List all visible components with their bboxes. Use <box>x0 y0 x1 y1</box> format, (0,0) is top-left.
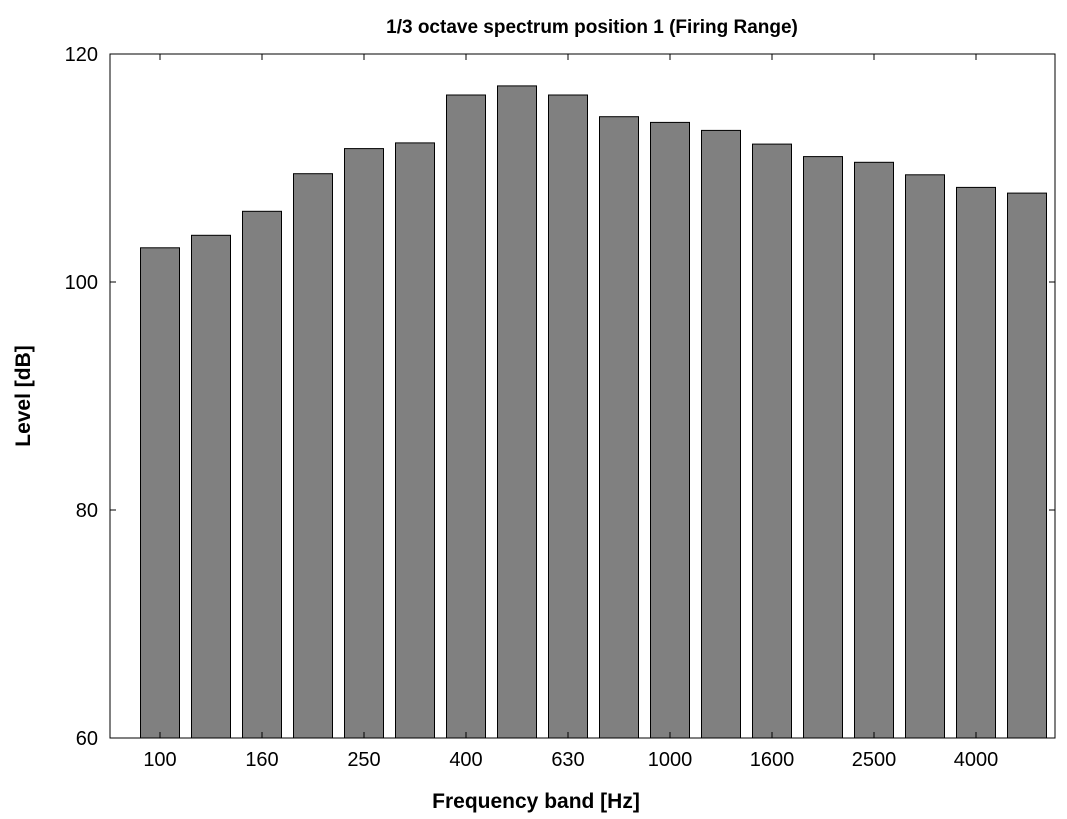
y-tick-label: 80 <box>76 500 98 522</box>
bar-315 <box>395 142 435 739</box>
bar-1600 <box>752 143 792 739</box>
x-axis-label: Frequency band [Hz] <box>432 790 640 813</box>
y-tick-label: 60 <box>76 728 98 750</box>
y-tick-label: 120 <box>65 44 98 66</box>
x-axis: 100 160 250 400 630 1000 1600 2500 4000 <box>143 54 998 771</box>
x-tick-label: 1000 <box>648 749 693 771</box>
bar-200 <box>293 173 333 739</box>
bar-3150 <box>905 174 945 739</box>
bar-2500 <box>854 161 894 739</box>
y-axis-label: Level [dB] <box>12 345 35 447</box>
y-axis: 60 80 100 120 <box>65 44 1055 750</box>
x-tick-label: 2500 <box>852 749 897 771</box>
bar-125 <box>191 234 231 739</box>
bar-100 <box>140 247 180 739</box>
x-tick-label: 100 <box>143 749 176 771</box>
x-tick-label: 630 <box>551 749 584 771</box>
y-tick-label: 100 <box>65 272 98 294</box>
bar-5000 <box>1007 192 1047 739</box>
x-tick-label: 250 <box>347 749 380 771</box>
bar-2000 <box>803 156 843 739</box>
bar-4000 <box>956 186 996 739</box>
bar-400 <box>446 94 486 739</box>
bar-250 <box>344 148 384 739</box>
bar-630 <box>548 94 588 739</box>
x-tick-label: 4000 <box>954 749 999 771</box>
bar-1250 <box>701 129 741 739</box>
bar-160 <box>242 210 282 739</box>
x-tick-label: 400 <box>449 749 482 771</box>
bar-1000 <box>650 121 690 739</box>
chart-title: 1/3 octave spectrum position 1 (Firing R… <box>386 17 798 38</box>
bar-500 <box>497 85 537 739</box>
x-tick-label: 160 <box>245 749 278 771</box>
x-tick-label: 1600 <box>750 749 795 771</box>
bars <box>140 85 1047 739</box>
bar-800 <box>599 116 639 739</box>
